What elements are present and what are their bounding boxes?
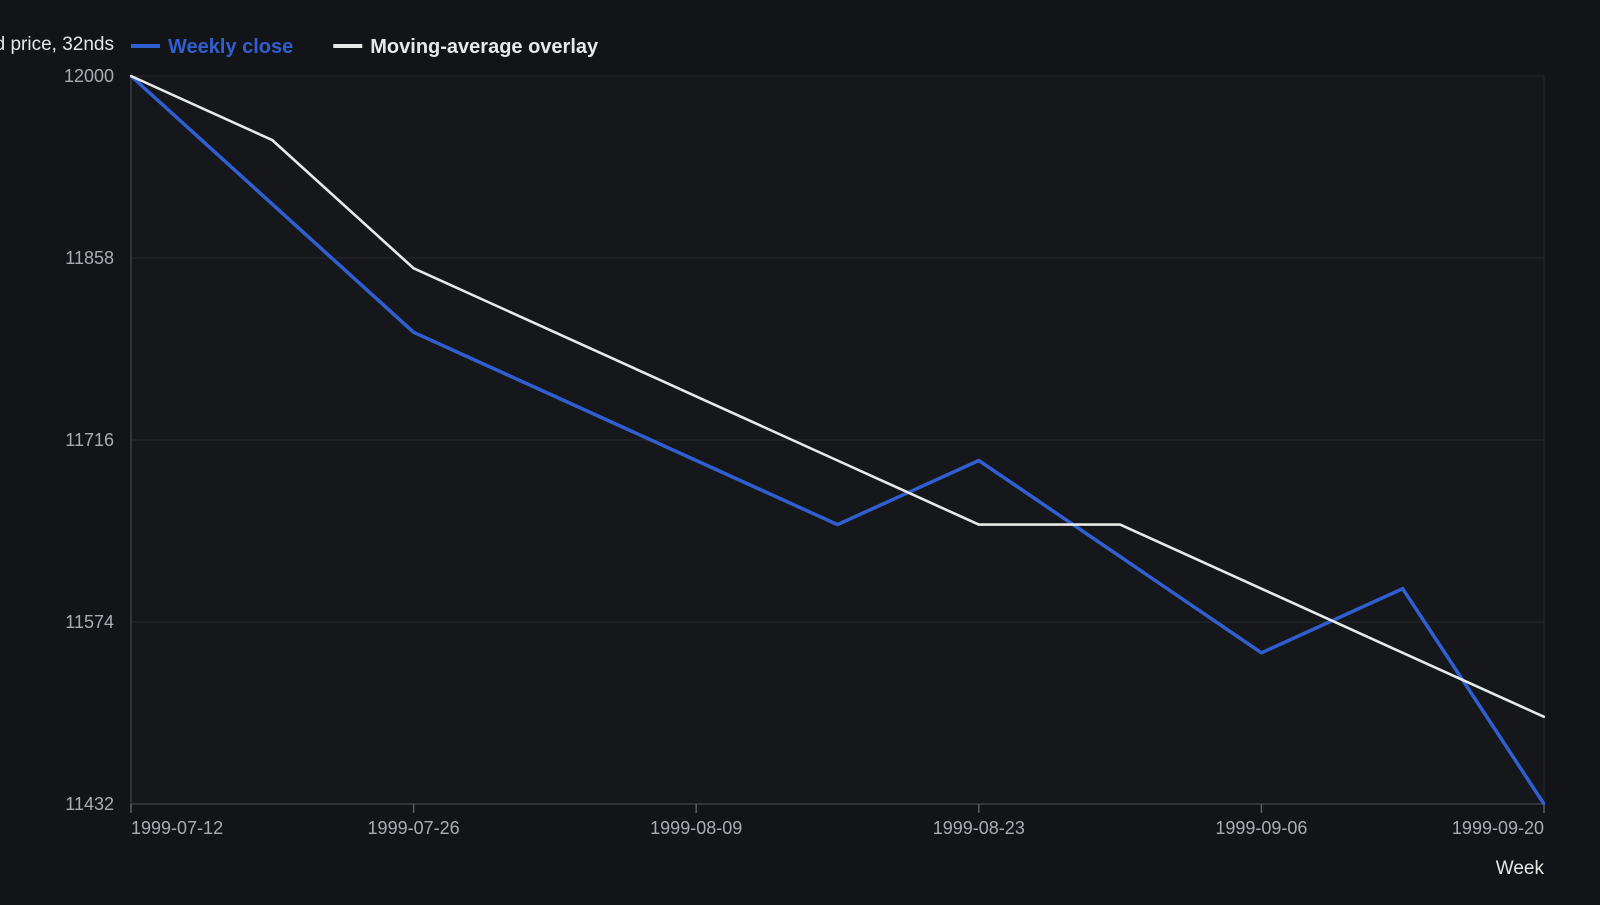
- axes: 11432 11574 11716 11858 12000 1999-07-12 1999-…: [64, 66, 1545, 838]
- series-point: [836, 459, 839, 462]
- series-point: [553, 331, 557, 334]
- series-point: [1260, 587, 1263, 590]
- x-tick-label: 1999-09-06: [1215, 818, 1307, 838]
- series-point: [271, 202, 274, 206]
- series-point: [1542, 802, 1546, 806]
- series-point: [553, 395, 557, 398]
- x-tick-label: 1999-09-20: [1452, 818, 1544, 838]
- x-tick-label: 1999-07-12: [131, 818, 223, 838]
- series-point: [412, 267, 415, 270]
- series-point: [836, 523, 839, 526]
- series-point: [695, 459, 698, 462]
- series-point: [1401, 587, 1404, 590]
- y-tick-label: 11858: [65, 248, 114, 268]
- series-point: [271, 138, 274, 142]
- legend: Bond price, 32nds Weekly close Moving-ave…: [0, 34, 599, 58]
- y-tick-label: 12000: [64, 66, 114, 86]
- series-point: [1118, 523, 1122, 526]
- series-point: [977, 523, 980, 526]
- series-point: [977, 459, 980, 462]
- x-tick-label: 1999-08-23: [933, 818, 1025, 838]
- series-point: [1118, 555, 1122, 558]
- series-point: [1401, 651, 1404, 654]
- y-axis-label: Bond price, 32nds: [0, 34, 114, 55]
- series-point: [129, 74, 133, 78]
- x-axis-label: Week: [1496, 858, 1545, 879]
- series-point: [1542, 715, 1546, 719]
- grid: [130, 75, 1545, 805]
- legend-label: Moving-average overlay: [370, 36, 599, 58]
- series-point: [695, 395, 698, 398]
- legend-label: Weekly close: [168, 36, 293, 58]
- series: [129, 74, 1546, 806]
- y-tick-label: 11716: [65, 430, 114, 450]
- x-tick-label: 1999-08-09: [650, 818, 742, 838]
- y-tick-label: 11574: [65, 612, 114, 632]
- series-point: [412, 331, 415, 334]
- y-tick-label: 11432: [65, 794, 114, 814]
- series-point: [1260, 651, 1263, 654]
- x-tick-label: 1999-07-26: [368, 818, 460, 838]
